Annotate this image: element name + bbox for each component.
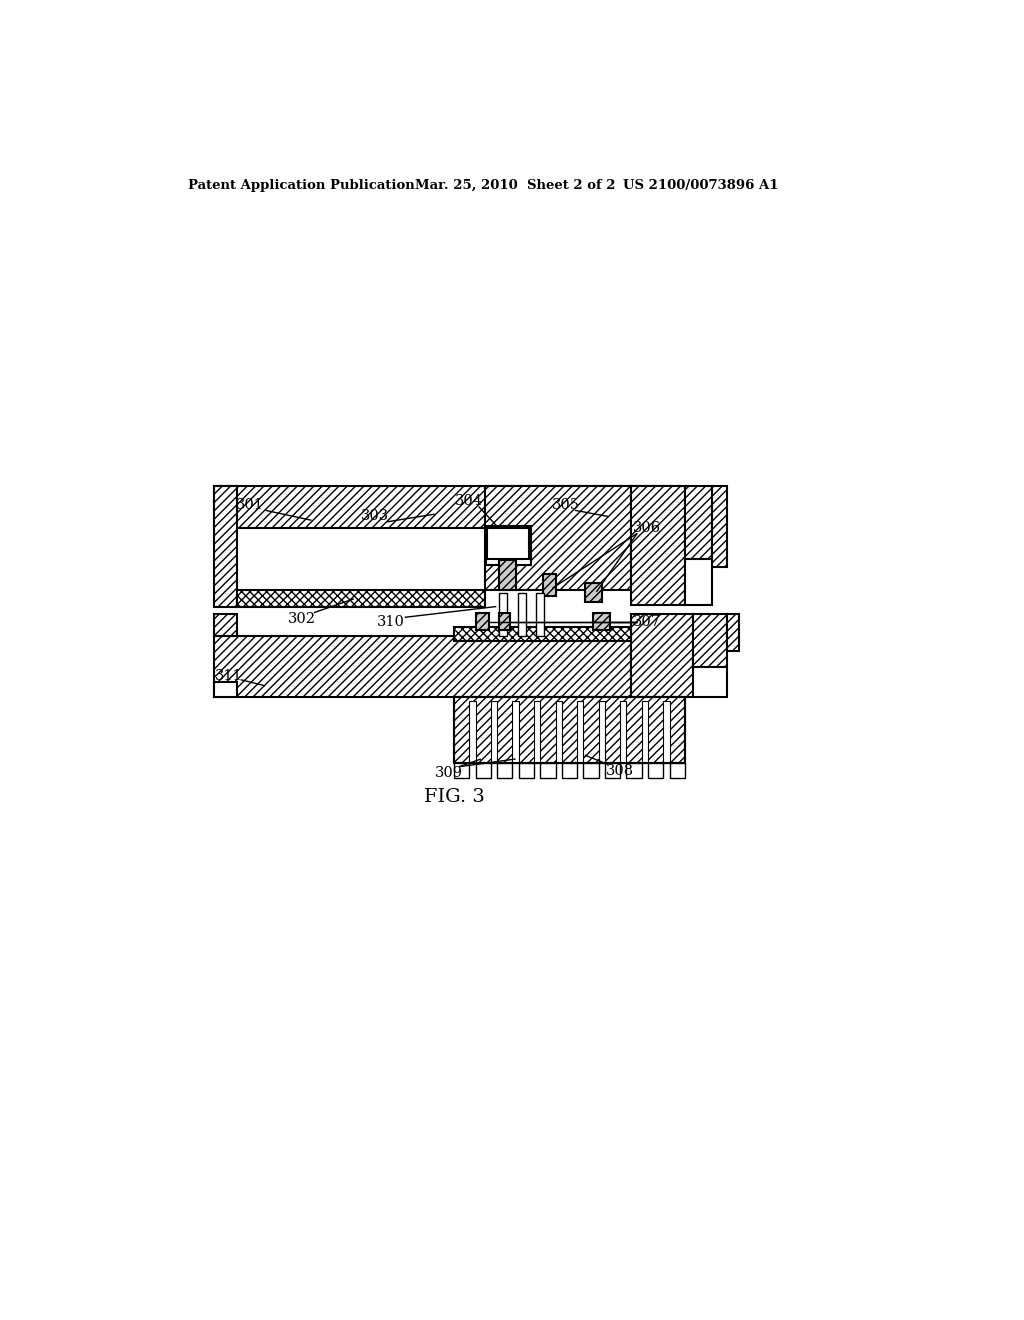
Bar — [237, 590, 484, 607]
Bar — [727, 614, 739, 651]
Bar — [631, 486, 685, 605]
Bar — [605, 763, 621, 779]
Bar — [499, 614, 510, 631]
Bar — [627, 763, 642, 779]
Bar — [214, 486, 237, 607]
Bar — [454, 697, 685, 763]
Bar — [584, 763, 599, 779]
Text: 310: 310 — [377, 615, 404, 628]
Bar — [454, 697, 685, 763]
Bar — [692, 614, 727, 667]
Bar — [593, 614, 609, 631]
Text: 303: 303 — [361, 510, 389, 524]
Bar — [484, 486, 631, 590]
Text: 304: 304 — [456, 494, 483, 508]
Bar — [541, 763, 556, 779]
Bar — [621, 701, 627, 763]
Text: FIG. 3: FIG. 3 — [424, 788, 484, 807]
Bar — [599, 701, 605, 763]
Bar — [648, 763, 664, 779]
Bar — [578, 701, 584, 763]
Bar — [543, 574, 556, 595]
Bar — [214, 614, 237, 636]
Text: 305: 305 — [552, 498, 580, 512]
Text: 307: 307 — [633, 615, 660, 628]
Bar — [685, 486, 712, 558]
Bar — [692, 667, 727, 697]
Polygon shape — [214, 682, 237, 697]
Bar — [631, 614, 692, 697]
Bar — [512, 701, 518, 763]
Bar — [214, 636, 631, 697]
Bar — [454, 763, 469, 779]
Bar — [475, 763, 490, 779]
Bar — [585, 582, 602, 602]
Bar — [537, 594, 544, 636]
Bar — [490, 701, 497, 763]
Bar — [712, 486, 727, 566]
Bar — [499, 561, 515, 590]
Bar — [214, 486, 685, 528]
Bar — [670, 763, 685, 779]
Text: 308: 308 — [605, 763, 634, 777]
Bar — [685, 558, 712, 605]
Bar — [486, 527, 531, 565]
Text: 306: 306 — [633, 521, 660, 535]
Bar — [642, 701, 648, 763]
Text: 301: 301 — [236, 498, 264, 512]
Bar — [535, 701, 541, 763]
Bar — [497, 763, 512, 779]
Text: Patent Application Publication: Patent Application Publication — [188, 178, 415, 191]
Bar — [518, 594, 525, 636]
Bar — [500, 594, 507, 636]
Bar — [475, 614, 489, 631]
Text: US 2100/0073896 A1: US 2100/0073896 A1 — [624, 178, 779, 191]
Text: 311: 311 — [215, 669, 243, 682]
Bar — [562, 763, 578, 779]
Bar — [454, 627, 631, 642]
Text: 302: 302 — [288, 612, 315, 626]
Bar — [664, 701, 670, 763]
Bar — [469, 701, 475, 763]
Bar — [518, 763, 535, 779]
Bar — [556, 701, 562, 763]
Bar — [487, 528, 529, 558]
Text: 309: 309 — [434, 766, 463, 780]
Text: Mar. 25, 2010  Sheet 2 of 2: Mar. 25, 2010 Sheet 2 of 2 — [416, 178, 616, 191]
